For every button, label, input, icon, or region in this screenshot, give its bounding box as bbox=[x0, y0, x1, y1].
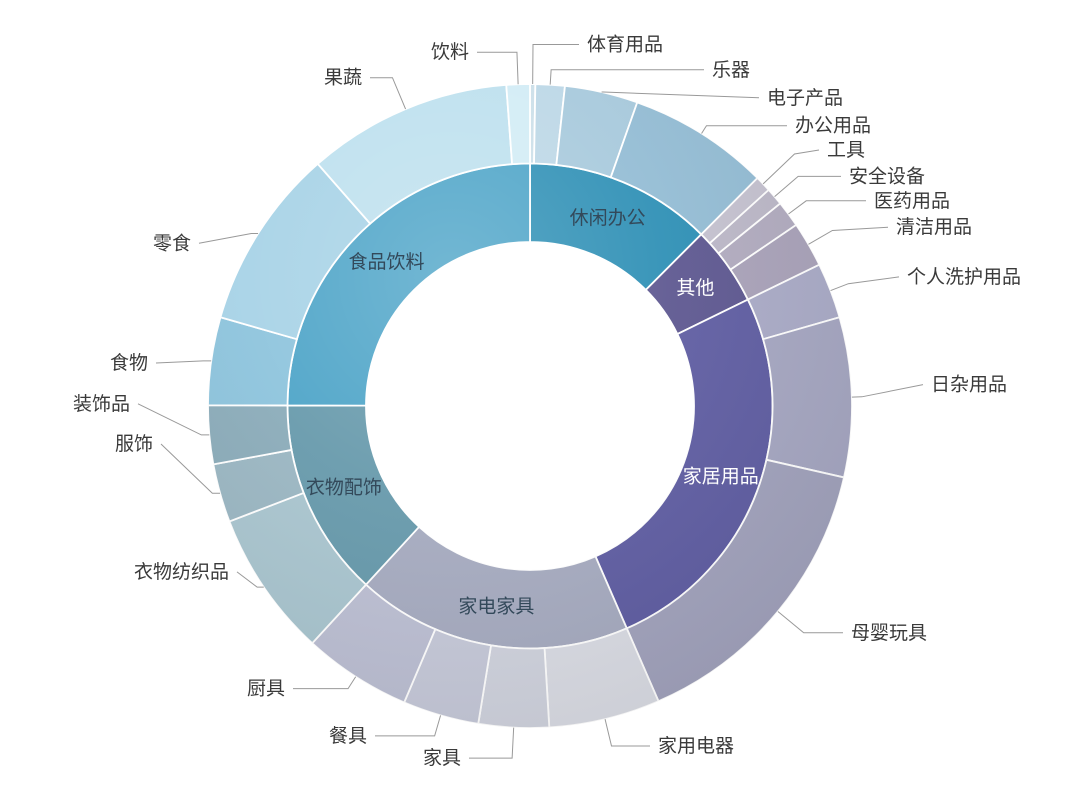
svg-text:饮料: 饮料 bbox=[431, 41, 469, 63]
svg-text:装饰品: 装饰品 bbox=[73, 393, 130, 415]
svg-text:个人洗护用品: 个人洗护用品 bbox=[907, 266, 1021, 288]
svg-text:果蔬: 果蔬 bbox=[324, 67, 362, 89]
svg-text:零食: 零食 bbox=[153, 232, 191, 254]
svg-text:家具: 家具 bbox=[423, 747, 461, 769]
svg-text:休闲办公: 休闲办公 bbox=[570, 207, 646, 229]
svg-text:衣物配饰: 衣物配饰 bbox=[306, 477, 382, 499]
svg-text:餐具: 餐具 bbox=[329, 725, 367, 747]
svg-text:医药用品: 医药用品 bbox=[874, 190, 950, 212]
svg-text:安全设备: 安全设备 bbox=[849, 165, 925, 187]
svg-text:母婴玩具: 母婴玩具 bbox=[851, 622, 927, 644]
svg-text:家电家具: 家电家具 bbox=[458, 595, 534, 617]
svg-text:食物: 食物 bbox=[110, 352, 148, 374]
svg-text:厨具: 厨具 bbox=[247, 679, 285, 700]
svg-text:家居用品: 家居用品 bbox=[683, 465, 759, 487]
svg-text:其他: 其他 bbox=[676, 277, 714, 299]
svg-text:体育用品: 体育用品 bbox=[587, 34, 663, 56]
svg-text:衣物纺织品: 衣物纺织品 bbox=[134, 561, 229, 583]
svg-text:工具: 工具 bbox=[827, 140, 865, 161]
svg-text:服饰: 服饰 bbox=[115, 433, 153, 455]
svg-text:乐器: 乐器 bbox=[712, 59, 750, 81]
svg-text:清洁用品: 清洁用品 bbox=[896, 216, 972, 238]
svg-text:食品饮料: 食品饮料 bbox=[348, 251, 424, 273]
svg-text:办公用品: 办公用品 bbox=[795, 115, 871, 137]
svg-text:日杂用品: 日杂用品 bbox=[931, 374, 1007, 396]
svg-text:家用电器: 家用电器 bbox=[658, 735, 734, 757]
svg-text:电子产品: 电子产品 bbox=[767, 87, 843, 109]
